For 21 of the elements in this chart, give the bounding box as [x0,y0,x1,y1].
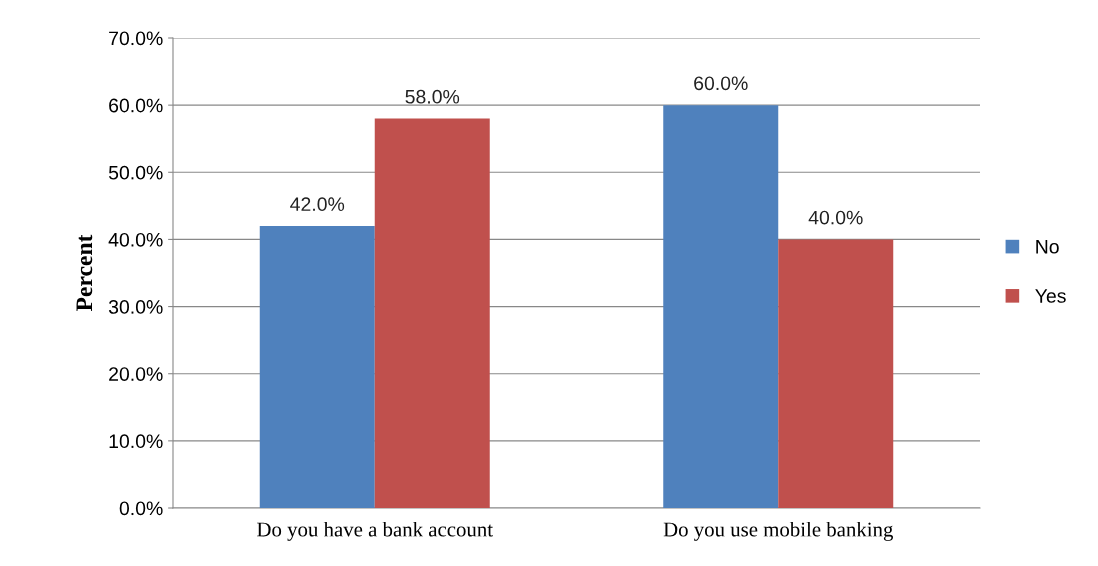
bar [374,118,490,508]
y-tick-label: 30.0% [108,300,163,314]
data-label: 40.0% [808,210,863,225]
bar [778,239,894,508]
data-label: 58.0% [405,89,460,104]
y-tick-label: 70.0% [109,31,163,46]
y-tick-label: 20.0% [109,367,163,381]
y-tick-label: 10.0% [109,434,163,449]
y-tick-label: 40.0% [108,232,163,247]
data-label: 60.0% [694,76,748,91]
bar [663,105,779,508]
y-tick-label: 0.0% [119,501,163,516]
x-tick-label: Do you use mobile banking [663,521,893,541]
legend-label: No [1036,240,1059,254]
x-tick-label: Do you have a bank account [257,521,493,541]
y-axis-title: Percent [76,234,93,312]
y-tick-label: 60.0% [109,98,163,113]
bar [259,226,375,508]
legend-label: Yes [1035,289,1066,303]
y-tick-label: 50.0% [108,165,163,180]
data-label: 42.0% [290,197,345,212]
